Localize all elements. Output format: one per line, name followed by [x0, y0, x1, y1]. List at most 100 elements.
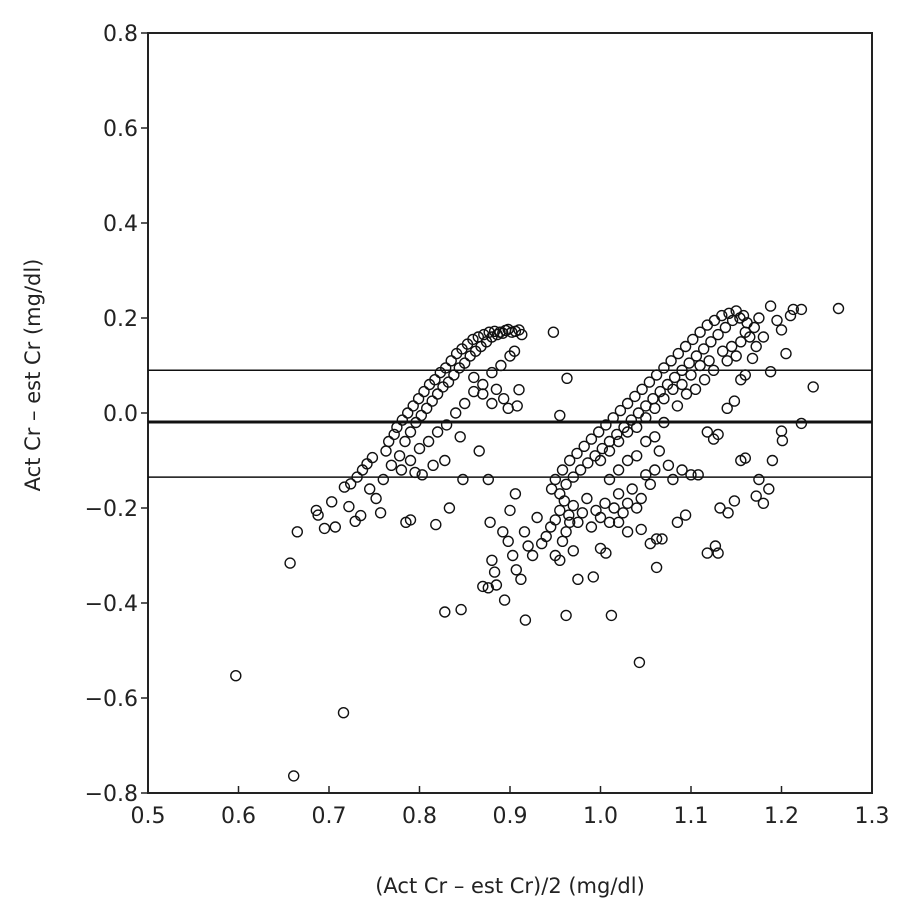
data-point: [284, 557, 296, 569]
data-point: [701, 547, 713, 559]
data-point: [418, 385, 430, 398]
data-point: [709, 540, 722, 552]
x-tick-label: 0.8: [402, 804, 437, 829]
data-point: [679, 509, 692, 521]
data-point: [726, 314, 739, 327]
x-tick-label: 1.0: [583, 804, 618, 829]
data-point: [614, 404, 627, 417]
data-point: [459, 357, 471, 369]
data-point: [364, 483, 376, 495]
data-point: [687, 333, 699, 346]
data-point: [582, 457, 594, 469]
y-tick-label: −0.2: [85, 497, 138, 522]
data-point: [516, 328, 528, 341]
data-point: [486, 554, 498, 566]
data-point: [415, 409, 427, 422]
data-point: [676, 364, 688, 376]
data-point: [380, 445, 392, 457]
data-point: [750, 340, 762, 353]
data-point: [721, 355, 733, 367]
data-point: [707, 433, 720, 445]
data-point: [482, 473, 494, 486]
data-point: [636, 383, 648, 395]
data-point: [396, 414, 408, 426]
data-point: [631, 502, 643, 514]
data-point: [787, 303, 799, 316]
data-point: [611, 428, 623, 441]
data-point: [412, 393, 425, 405]
data-point: [737, 309, 750, 322]
data-point: [680, 388, 693, 400]
data-point: [667, 383, 679, 395]
data-point: [739, 452, 751, 464]
data-point: [486, 366, 498, 379]
data-point: [621, 526, 634, 538]
data-point: [554, 554, 566, 566]
data-point: [515, 573, 527, 585]
data-point: [685, 469, 697, 481]
data-point: [667, 473, 679, 486]
data-point: [625, 414, 637, 426]
data-point: [795, 303, 808, 316]
data-point: [431, 388, 444, 400]
data-point: [366, 451, 379, 464]
data-point: [753, 473, 765, 486]
data-point: [748, 321, 760, 334]
data-point: [764, 366, 777, 378]
data-point: [439, 606, 451, 618]
data-point: [771, 314, 783, 327]
y-tick-label: −0.6: [85, 687, 138, 712]
data-point: [629, 390, 641, 403]
data-point: [554, 504, 566, 517]
y-tick-label: −0.4: [85, 592, 138, 617]
data-point: [764, 300, 777, 312]
data-point: [612, 464, 625, 476]
data-point: [473, 445, 485, 457]
data-point: [784, 309, 797, 322]
data-point: [404, 454, 417, 467]
data-point: [388, 428, 400, 441]
data-point: [443, 502, 456, 514]
data-point: [457, 473, 469, 486]
data-point: [563, 509, 575, 521]
data-point: [522, 540, 534, 552]
data-point: [723, 307, 735, 319]
data-point: [694, 326, 706, 338]
data-point: [676, 464, 688, 476]
data-point: [649, 402, 661, 414]
data-point: [442, 376, 455, 388]
data-point: [721, 402, 733, 414]
data-point: [662, 459, 675, 471]
data-point: [679, 340, 692, 353]
data-point: [656, 533, 668, 545]
data-point: [626, 483, 638, 495]
data-point: [653, 445, 665, 457]
data-point: [640, 412, 652, 424]
data-point: [288, 770, 300, 782]
data-point: [746, 352, 759, 365]
data-point: [560, 526, 572, 538]
data-point: [692, 469, 704, 481]
data-point: [536, 537, 548, 550]
data-point: [635, 523, 647, 536]
data-point: [421, 402, 433, 414]
data-point: [558, 495, 570, 507]
data-point: [633, 656, 646, 669]
data-point: [780, 347, 792, 360]
data-point: [545, 483, 558, 495]
data-point: [440, 362, 452, 374]
data-point: [594, 511, 607, 524]
data-point: [621, 397, 634, 410]
reference-lines: [148, 369, 872, 478]
data-point: [658, 362, 670, 374]
data-point: [410, 416, 422, 429]
x-tick-label: 0.9: [493, 804, 528, 829]
data-point: [775, 324, 788, 336]
data-point: [318, 522, 331, 535]
data-point: [567, 471, 579, 483]
data-point: [399, 435, 411, 448]
data-point: [486, 397, 498, 410]
data-points: [230, 300, 845, 782]
data-point: [776, 434, 789, 447]
